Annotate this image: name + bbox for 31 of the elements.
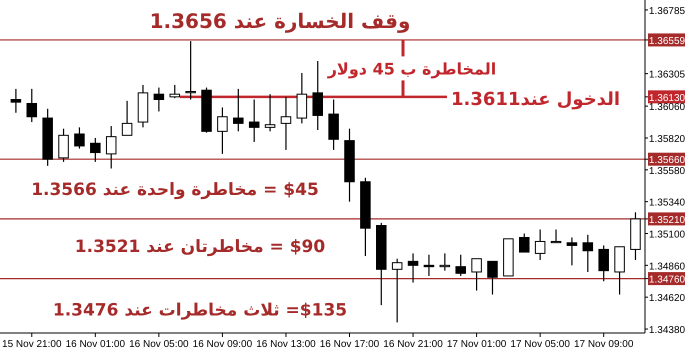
ref-line-label: وقف الخسارة عند 1.3656 bbox=[150, 8, 410, 33]
y-tick-label: 1.35340 bbox=[648, 198, 685, 209]
y-tick-label: 1.34620 bbox=[648, 293, 685, 304]
x-tick-label: 16 Nov 17:00 bbox=[320, 339, 380, 350]
x-tick-label: 17 Nov 01:00 bbox=[446, 339, 507, 350]
y-tick-label: 1.35100 bbox=[648, 230, 685, 240]
y-tick-label: 1.34380 bbox=[648, 325, 685, 336]
y-tick-label: 1.36785 bbox=[648, 6, 685, 17]
y-tick-label: 1.35660 bbox=[648, 155, 685, 166]
y-tick-label: 1.35820 bbox=[648, 134, 685, 145]
x-tick-label: 16 Nov 01:00 bbox=[66, 339, 126, 350]
y-tick-label: 1.36559 bbox=[648, 36, 685, 47]
x-tick-label: 16 Nov 13:00 bbox=[256, 339, 316, 350]
ref-line-label: الدخول عند1.3611 bbox=[451, 88, 620, 110]
x-tick-label: 17 Nov 05:00 bbox=[510, 339, 570, 350]
y-tick-label: 1.35210 bbox=[648, 214, 685, 226]
y-tick-label: 1.34760 bbox=[648, 274, 685, 286]
y-tick-label: 1.35580 bbox=[648, 166, 685, 177]
x-tick-label: 16 Nov 05:00 bbox=[129, 339, 190, 350]
x-tick-label: 16 Nov 21:00 bbox=[383, 339, 444, 350]
annotation: المخاطرة ب 45 دولار bbox=[326, 59, 496, 78]
ref-line-label: $135= ثلاث مخاطرات عند 1.3476 bbox=[52, 300, 348, 321]
ref-line-label: $45 = مخاطرة واحدة عند 1.3566 bbox=[31, 180, 319, 200]
y-tick-label: 1.36305 bbox=[648, 70, 685, 81]
x-tick-label: 15 Nov 21:00 bbox=[2, 339, 62, 350]
ref-line-label: $90 = مخاطرتان عند 1.3521 bbox=[74, 236, 326, 257]
y-tick-label: 1.34860 bbox=[648, 261, 685, 272]
y-tick-label: 1.36130 bbox=[648, 92, 685, 104]
x-tick-label: 17 Nov 09:00 bbox=[574, 339, 634, 350]
x-tick-label: 16 Nov 09:00 bbox=[192, 339, 253, 350]
y-tick-label: 1.36060 bbox=[648, 102, 685, 114]
